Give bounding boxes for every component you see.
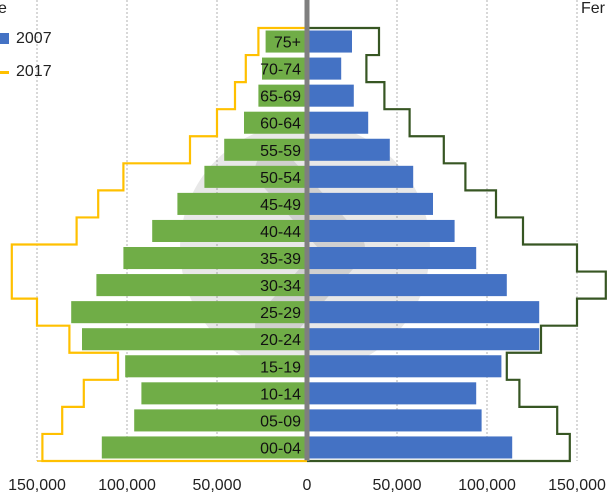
bar-2007-male-25-29 xyxy=(71,301,307,324)
age-group-label: 65-69 xyxy=(260,89,301,106)
age-group-label: 25-29 xyxy=(260,305,301,322)
outline-2017-male xyxy=(10,26,307,463)
age-group-label: 45-49 xyxy=(260,197,301,214)
legend-swatch-2017 xyxy=(0,71,9,74)
bar-2007-male-65-69 xyxy=(258,84,307,107)
age-group-label: 10-14 xyxy=(260,386,301,403)
bar-2007-female-30-34 xyxy=(307,274,507,297)
bar-2007-female-70-74 xyxy=(307,57,342,80)
age-group-label: 15-19 xyxy=(260,359,301,376)
bar-2007-male-05-09 xyxy=(134,409,307,432)
x-tick-label: 50,000 xyxy=(193,477,242,494)
legend-swatch-2007 xyxy=(0,33,9,44)
bar-2007-female-05-09 xyxy=(307,409,482,432)
age-group-label: 75+ xyxy=(274,35,301,52)
age-group-label: 70-74 xyxy=(260,62,301,79)
age-group-label: 40-44 xyxy=(260,224,301,241)
bar-2007-female-00-04 xyxy=(307,436,513,459)
age-group-label: 00-04 xyxy=(260,440,301,457)
bar-2007-male-75+ xyxy=(265,30,307,53)
bar-2007-male-20-24 xyxy=(82,328,307,351)
x-tick-label: 100,000 xyxy=(458,477,516,494)
bar-2007-male-55-59 xyxy=(224,138,307,161)
female-title-fragment: Fer xyxy=(581,0,605,17)
bar-2007-male-60-64 xyxy=(244,111,307,134)
bar-2007-female-35-39 xyxy=(307,247,477,270)
x-tick-label: 50,000 xyxy=(373,477,422,494)
age-group-label: 55-59 xyxy=(260,143,301,160)
bar-2007-female-45-49 xyxy=(307,192,433,215)
bar-2007-male-45-49 xyxy=(177,192,307,215)
bar-2007-female-55-59 xyxy=(307,138,390,161)
bar-2007-female-60-64 xyxy=(307,111,369,134)
age-group-label: 60-64 xyxy=(260,116,301,133)
x-tick-label: 150,000 xyxy=(8,477,66,494)
outline-2017-female xyxy=(307,26,607,463)
legend-label-2007: 2007 xyxy=(16,30,52,47)
bar-2007-male-50-54 xyxy=(204,165,307,188)
age-group-label: 50-54 xyxy=(260,170,301,187)
bar-2007-male-40-44 xyxy=(152,219,307,242)
male-title-fragment: e xyxy=(0,0,7,17)
x-tick-label: 100,000 xyxy=(98,477,156,494)
bar-2007-female-50-54 xyxy=(307,165,414,188)
bar-2007-female-25-29 xyxy=(307,301,540,324)
age-group-label: 05-09 xyxy=(260,413,301,430)
bar-2007-male-10-14 xyxy=(141,382,307,405)
age-group-label: 20-24 xyxy=(260,332,301,349)
bar-2007-male-35-39 xyxy=(123,247,308,270)
age-group-label: 35-39 xyxy=(260,251,301,268)
bar-2007-female-10-14 xyxy=(307,382,477,405)
age-group-label: 30-34 xyxy=(260,278,301,295)
bar-2007-male-70-74 xyxy=(262,57,307,80)
bar-2007-male-15-19 xyxy=(125,355,307,378)
bar-2007-female-20-24 xyxy=(307,328,540,351)
bar-2007-female-75+ xyxy=(307,30,352,53)
bar-2007-male-00-04 xyxy=(101,436,307,459)
x-tick-label: 0 xyxy=(303,477,312,494)
bar-2007-female-40-44 xyxy=(307,219,455,242)
center-axis xyxy=(304,0,310,461)
bar-2007-female-65-69 xyxy=(307,84,354,107)
x-tick-label: 150,000 xyxy=(548,477,606,494)
legend-label-2017: 2017 xyxy=(16,63,52,80)
bar-2007-female-15-19 xyxy=(307,355,502,378)
bar-2007-male-30-34 xyxy=(96,274,308,297)
